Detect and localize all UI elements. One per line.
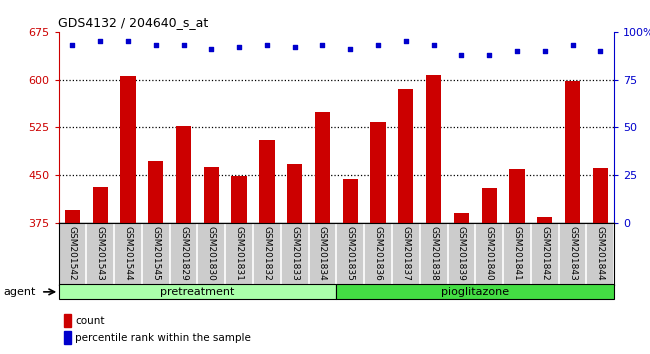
Point — [400, 39, 411, 44]
Point — [67, 42, 77, 48]
Text: GSM201842: GSM201842 — [540, 226, 549, 281]
Point — [345, 46, 356, 52]
Text: GSM201836: GSM201836 — [374, 226, 383, 281]
Bar — [259, 140, 274, 223]
Text: GSM201544: GSM201544 — [124, 226, 133, 281]
Bar — [64, 314, 70, 327]
Text: GDS4132 / 204640_s_at: GDS4132 / 204640_s_at — [58, 16, 209, 29]
Text: GSM201840: GSM201840 — [485, 226, 494, 281]
Point — [484, 52, 495, 58]
Text: GSM201832: GSM201832 — [263, 226, 272, 281]
Text: GSM201838: GSM201838 — [429, 226, 438, 281]
Text: GSM201830: GSM201830 — [207, 226, 216, 281]
Point — [262, 42, 272, 48]
Text: agent: agent — [3, 287, 36, 297]
Point — [289, 44, 300, 50]
Bar — [565, 81, 580, 223]
Point — [151, 42, 161, 48]
Point — [428, 42, 439, 48]
Bar — [176, 126, 191, 223]
Bar — [337, 284, 614, 299]
Text: count: count — [75, 316, 105, 326]
Bar — [231, 176, 247, 223]
Point — [206, 46, 216, 52]
Bar — [92, 187, 108, 223]
Bar — [510, 169, 525, 223]
Point — [317, 42, 328, 48]
Text: pretreatment: pretreatment — [161, 287, 235, 297]
Point — [178, 42, 188, 48]
Point — [512, 48, 522, 54]
Point — [373, 42, 384, 48]
Bar — [203, 167, 219, 223]
Bar — [398, 89, 413, 223]
Point — [595, 48, 606, 54]
Point — [540, 48, 550, 54]
Bar — [64, 331, 70, 344]
Text: GSM201843: GSM201843 — [568, 226, 577, 281]
Text: GSM201841: GSM201841 — [512, 226, 521, 281]
Bar — [148, 161, 163, 223]
Bar — [454, 213, 469, 223]
Bar — [120, 76, 136, 223]
Text: GSM201543: GSM201543 — [96, 226, 105, 281]
Point — [456, 52, 467, 58]
Text: GSM201839: GSM201839 — [457, 226, 466, 281]
Bar — [370, 122, 385, 223]
Text: GSM201545: GSM201545 — [151, 226, 161, 281]
Text: percentile rank within the sample: percentile rank within the sample — [75, 333, 251, 343]
Bar — [343, 179, 358, 223]
Point — [567, 42, 578, 48]
Text: GSM201829: GSM201829 — [179, 226, 188, 281]
Text: GSM201833: GSM201833 — [290, 226, 299, 281]
Bar — [287, 164, 302, 223]
Bar — [65, 210, 80, 223]
Bar — [537, 217, 552, 223]
Bar — [58, 284, 337, 299]
Text: GSM201542: GSM201542 — [68, 226, 77, 281]
Bar — [315, 112, 330, 223]
Bar — [482, 188, 497, 223]
Point — [95, 39, 105, 44]
Bar — [593, 167, 608, 223]
Text: GSM201837: GSM201837 — [401, 226, 410, 281]
Text: GSM201844: GSM201844 — [596, 226, 605, 281]
Text: pioglitazone: pioglitazone — [441, 287, 510, 297]
Point — [123, 39, 133, 44]
Bar — [426, 75, 441, 223]
Text: GSM201834: GSM201834 — [318, 226, 327, 281]
Text: GSM201831: GSM201831 — [235, 226, 244, 281]
Text: GSM201835: GSM201835 — [346, 226, 355, 281]
Point — [234, 44, 244, 50]
